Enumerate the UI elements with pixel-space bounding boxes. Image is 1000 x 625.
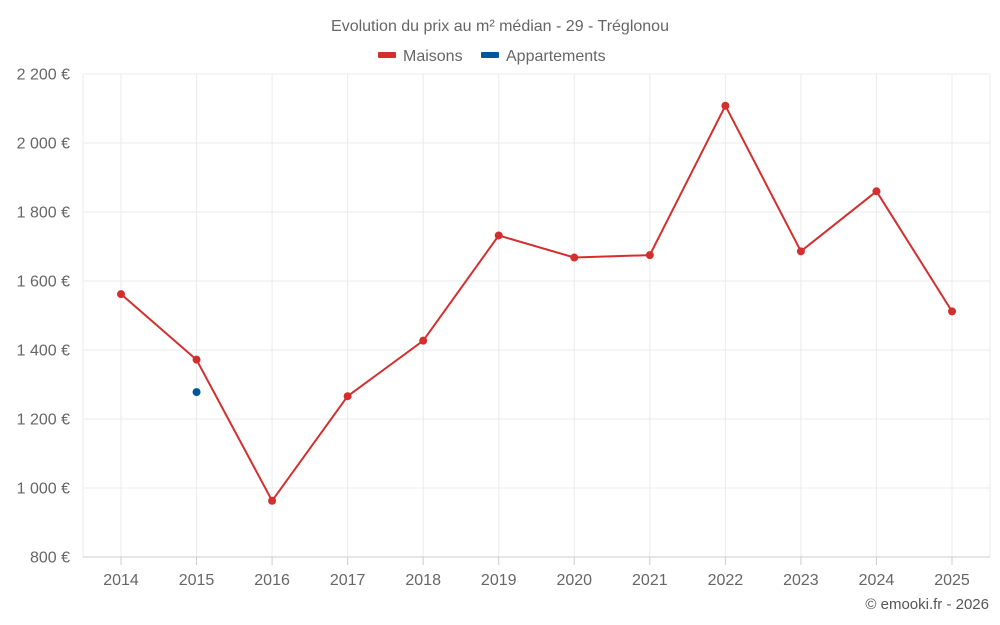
- x-axis: 2014 2015 2016 2017 2018 2019 2020 2021 2022 2023…: [83, 556, 990, 589]
- data-point-maisons[interactable]: [645, 251, 654, 260]
- data-point-maisons[interactable]: [948, 307, 956, 316]
- y-tick-label: 1 400 €: [17, 343, 70, 360]
- data-point-maisons[interactable]: [268, 496, 277, 505]
- legend-label-appartements: Appartements: [506, 48, 606, 65]
- legend: Maisons Appartements: [378, 48, 606, 65]
- credit-text: © emooki.fr - 2026: [865, 596, 989, 613]
- x-tick-label: 2016: [254, 572, 290, 589]
- grid: [82, 73, 991, 557]
- series-line-maisons: [120, 104, 953, 502]
- chart-title: Evolution du prix au m² médian - 29 - Tr…: [331, 18, 669, 35]
- y-tick-label: 1 600 €: [17, 274, 70, 291]
- data-point-maisons[interactable]: [570, 253, 579, 262]
- legend-swatch-maisons: [378, 52, 396, 58]
- x-tick-label: 2024: [859, 572, 895, 589]
- legend-label-maisons: Maisons: [403, 48, 463, 65]
- x-tick-label: 2018: [405, 572, 441, 589]
- series-layer: [117, 101, 956, 505]
- legend-item-maisons[interactable]: Maisons: [378, 48, 463, 65]
- y-tick-label: 2 200 €: [17, 67, 70, 84]
- y-tick-label: 2 000 €: [17, 136, 70, 153]
- x-tick-label: 2025: [934, 572, 970, 589]
- x-tick-label: 2017: [330, 572, 366, 589]
- y-tick-label: 1 000 €: [17, 481, 70, 498]
- y-tick-label: 1 800 €: [17, 205, 70, 222]
- x-tick-label: 2014: [103, 572, 139, 589]
- x-tick-label: 2019: [481, 572, 517, 589]
- data-point-maisons[interactable]: [343, 392, 352, 401]
- data-point-maisons[interactable]: [796, 247, 805, 256]
- y-tick-label: 800 €: [30, 550, 70, 567]
- legend-item-appartements[interactable]: Appartements: [481, 48, 606, 65]
- x-tick-label: 2023: [783, 572, 819, 589]
- y-tick-label: 1 200 €: [17, 412, 70, 429]
- x-tick-label: 2020: [556, 572, 592, 589]
- data-point-maisons[interactable]: [721, 101, 730, 110]
- data-point-maisons[interactable]: [117, 290, 125, 299]
- data-point-appartements[interactable]: [192, 388, 201, 397]
- data-point-maisons[interactable]: [419, 336, 428, 345]
- x-tick-label: 2015: [179, 572, 215, 589]
- data-point-maisons[interactable]: [872, 187, 881, 196]
- x-tick-label: 2021: [632, 572, 668, 589]
- legend-swatch-appartements: [481, 52, 499, 58]
- data-point-maisons[interactable]: [494, 231, 503, 240]
- y-axis: 800 € 1 000 € 1 200 € 1 400 € 1 600 € 1 800 €…: [17, 67, 70, 567]
- data-point-maisons[interactable]: [192, 355, 201, 364]
- x-tick-label: 2022: [708, 572, 744, 589]
